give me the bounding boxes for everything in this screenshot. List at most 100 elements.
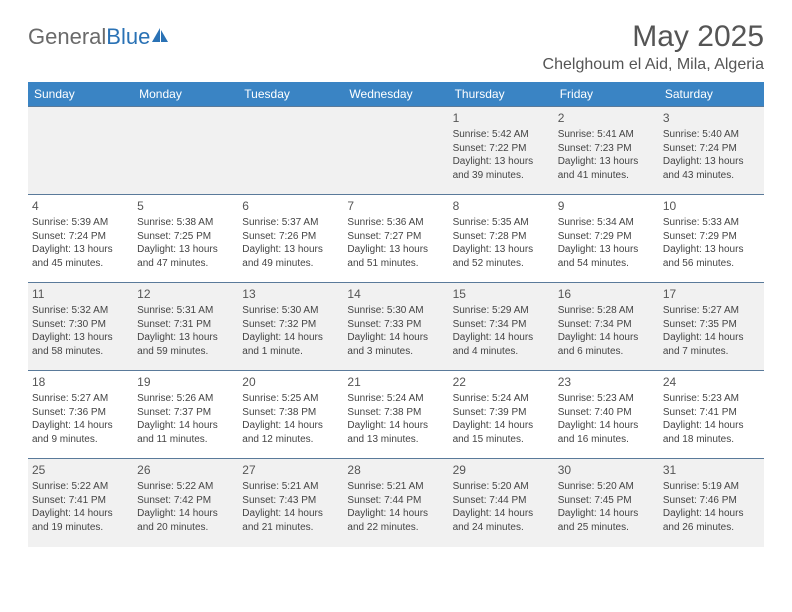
daylight-text: Daylight: 13 hours and 39 minutes.	[453, 155, 550, 182]
day-number: 27	[242, 462, 339, 478]
daylight-text: Daylight: 14 hours and 7 minutes.	[663, 331, 760, 358]
daylight-text: Daylight: 13 hours and 45 minutes.	[32, 243, 129, 270]
sunrise-text: Sunrise: 5:23 AM	[558, 392, 655, 406]
day-number: 9	[558, 198, 655, 214]
day-number: 20	[242, 374, 339, 390]
day-number: 31	[663, 462, 760, 478]
location-label: Chelghoum el Aid, Mila, Algeria	[543, 56, 764, 74]
daylight-text: Daylight: 14 hours and 6 minutes.	[558, 331, 655, 358]
calendar-cell: 2Sunrise: 5:41 AMSunset: 7:23 PMDaylight…	[554, 107, 659, 195]
sunset-text: Sunset: 7:30 PM	[32, 318, 129, 332]
calendar-cell: 16 Sunrise: 5:28 AMSunset: 7:34 PMDayligh…	[554, 283, 659, 371]
daylight-text: Daylight: 14 hours and 9 minutes.	[32, 419, 129, 446]
sunset-text: Sunset: 7:37 PM	[137, 406, 234, 420]
sunrise-text: Sunrise: 5:20 AM	[558, 480, 655, 494]
day-number: 10	[663, 198, 760, 214]
sunrise-text: Sunrise: 5:28 AM	[558, 304, 655, 318]
daylight-text: Daylight: 13 hours and 51 minutes.	[347, 243, 444, 270]
sunrise-text: Sunrise: 5:24 AM	[347, 392, 444, 406]
calendar-cell: 10Sunrise: 5:33 AMSunset: 7:29 PMDayligh…	[659, 195, 764, 283]
daylight-text: Daylight: 14 hours and 16 minutes.	[558, 419, 655, 446]
day-number: 18	[32, 374, 129, 390]
sunrise-text: Sunrise: 5:26 AM	[137, 392, 234, 406]
sunset-text: Sunset: 7:43 PM	[242, 494, 339, 508]
sunset-text: Sunset: 7:40 PM	[558, 406, 655, 420]
day-header: Monday	[133, 82, 238, 107]
calendar-cell	[238, 107, 343, 195]
day-number: 19	[137, 374, 234, 390]
sunset-text: Sunset: 7:39 PM	[453, 406, 550, 420]
calendar-week-row: 11Sunrise: 5:32 AMSunset: 7:30 PMDayligh…	[28, 283, 764, 371]
sunset-text: Sunset: 7:42 PM	[137, 494, 234, 508]
calendar-cell: 17Sunrise: 5:27 AMSunset: 7:35 PMDayligh…	[659, 283, 764, 371]
title-block: May 2025 Chelghoum el Aid, Mila, Algeria	[543, 20, 764, 74]
sunset-text: Sunset: 7:29 PM	[558, 230, 655, 244]
day-number: 26	[137, 462, 234, 478]
sunrise-text: Sunrise: 5:31 AM	[137, 304, 234, 318]
sunrise-text: Sunrise: 5:22 AM	[32, 480, 129, 494]
daylight-text: Daylight: 14 hours and 25 minutes.	[558, 507, 655, 534]
sunset-text: Sunset: 7:28 PM	[453, 230, 550, 244]
calendar-cell: 27 Sunrise: 5:21 AMSunset: 7:43 PMDayligh…	[238, 459, 343, 547]
calendar-cell: 21Sunrise: 5:24 AMSunset: 7:38 PMDayligh…	[343, 371, 448, 459]
sunset-text: Sunset: 7:24 PM	[32, 230, 129, 244]
daylight-text: Daylight: 13 hours and 56 minutes.	[663, 243, 760, 270]
calendar-cell: 30Sunrise: 5:20 AMSunset: 7:45 PMDayligh…	[554, 459, 659, 547]
calendar-cell: 23Sunrise: 5:23 AMSunset: 7:40 PMDayligh…	[554, 371, 659, 459]
logo-text-gray: General	[28, 24, 106, 50]
day-number: 11	[32, 286, 129, 302]
calendar-cell: 28Sunrise: 5:21 AMSunset: 7:44 PMDayligh…	[343, 459, 448, 547]
calendar-cell: 5Sunrise: 5:38 AMSunset: 7:25 PMDaylight…	[133, 195, 238, 283]
daylight-text: Daylight: 14 hours and 13 minutes.	[347, 419, 444, 446]
calendar-cell: 24Sunrise: 5:23 AMSunset: 7:41 PMDayligh…	[659, 371, 764, 459]
calendar-cell: 22Sunrise: 5:24 AMSunset: 7:39 PMDayligh…	[449, 371, 554, 459]
sunrise-text: Sunrise: 5:23 AM	[663, 392, 760, 406]
sunset-text: Sunset: 7:34 PM	[558, 318, 655, 332]
daylight-text: Daylight: 14 hours and 18 minutes.	[663, 419, 760, 446]
daylight-text: Daylight: 14 hours and 4 minutes.	[453, 331, 550, 358]
daylight-text: Daylight: 14 hours and 21 minutes.	[242, 507, 339, 534]
page-header: GeneralBlue May 2025 Chelghoum el Aid, M…	[28, 20, 764, 74]
calendar-cell: 13Sunrise: 5:30 AMSunset: 7:32 PMDayligh…	[238, 283, 343, 371]
calendar-cell: 6Sunrise: 5:37 AMSunset: 7:26 PMDaylight…	[238, 195, 343, 283]
sunset-text: Sunset: 7:44 PM	[347, 494, 444, 508]
calendar-cell	[343, 107, 448, 195]
sunrise-text: Sunrise: 5:25 AM	[242, 392, 339, 406]
day-number: 17	[663, 286, 760, 302]
sunset-text: Sunset: 7:25 PM	[137, 230, 234, 244]
day-number: 25	[32, 462, 129, 478]
sunrise-text: Sunrise: 5:37 AM	[242, 216, 339, 230]
calendar-cell: 25Sunrise: 5:22 AMSunset: 7:41 PMDayligh…	[28, 459, 133, 547]
sunrise-text: Sunrise: 5:38 AM	[137, 216, 234, 230]
day-number: 12	[137, 286, 234, 302]
sunrise-text: Sunrise: 5:27 AM	[663, 304, 760, 318]
day-number: 16	[558, 286, 655, 302]
daylight-text: Daylight: 14 hours and 19 minutes.	[32, 507, 129, 534]
day-number: 2	[558, 110, 655, 126]
sunset-text: Sunset: 7:33 PM	[347, 318, 444, 332]
sunrise-text: Sunrise: 5:29 AM	[453, 304, 550, 318]
calendar-cell: 1Sunrise: 5:42 AMSunset: 7:22 PMDaylight…	[449, 107, 554, 195]
daylight-text: Daylight: 14 hours and 22 minutes.	[347, 507, 444, 534]
daylight-text: Daylight: 13 hours and 49 minutes.	[242, 243, 339, 270]
daylight-text: Daylight: 13 hours and 52 minutes.	[453, 243, 550, 270]
sunset-text: Sunset: 7:38 PM	[347, 406, 444, 420]
day-header: Sunday	[28, 82, 133, 107]
calendar-cell: 20Sunrise: 5:25 AMSunset: 7:38 PMDayligh…	[238, 371, 343, 459]
sunrise-text: Sunrise: 5:35 AM	[453, 216, 550, 230]
day-header: Tuesday	[238, 82, 343, 107]
month-title: May 2025	[543, 20, 764, 54]
sunrise-text: Sunrise: 5:21 AM	[242, 480, 339, 494]
sunset-text: Sunset: 7:36 PM	[32, 406, 129, 420]
sunset-text: Sunset: 7:34 PM	[453, 318, 550, 332]
daylight-text: Daylight: 13 hours and 47 minutes.	[137, 243, 234, 270]
day-number: 7	[347, 198, 444, 214]
calendar-cell: 15Sunrise: 5:29 AMSunset: 7:34 PMDayligh…	[449, 283, 554, 371]
daylight-text: Daylight: 14 hours and 24 minutes.	[453, 507, 550, 534]
sunset-text: Sunset: 7:22 PM	[453, 142, 550, 156]
calendar-week-row: 18Sunrise: 5:27 AMSunset: 7:36 PMDayligh…	[28, 371, 764, 459]
sunrise-text: Sunrise: 5:27 AM	[32, 392, 129, 406]
day-header: Saturday	[659, 82, 764, 107]
calendar-cell: 19Sunrise: 5:26 AMSunset: 7:37 PMDayligh…	[133, 371, 238, 459]
sunrise-text: Sunrise: 5:22 AM	[137, 480, 234, 494]
